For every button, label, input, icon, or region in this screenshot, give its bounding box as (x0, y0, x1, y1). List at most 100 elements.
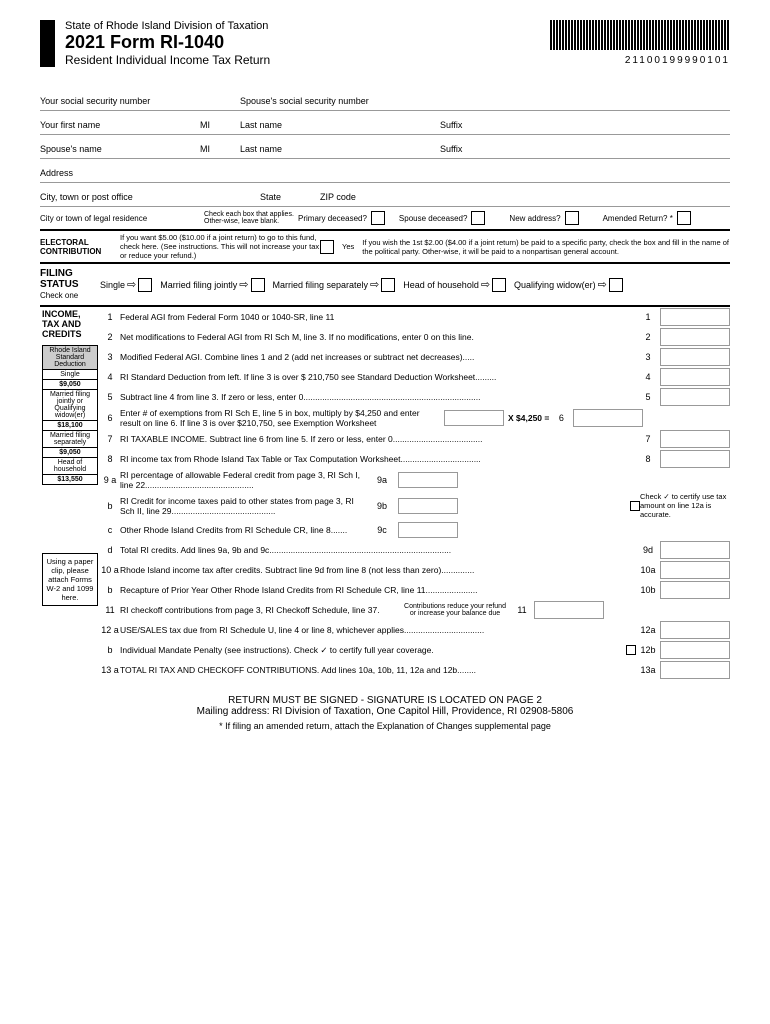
left-column: INCOME, TAX AND CREDITS Rhode Island Sta… (40, 307, 100, 680)
line-9c-input[interactable] (398, 522, 458, 538)
line-12a-input[interactable] (660, 621, 730, 639)
line-2-text: Net modifications to Federal AGI from RI… (120, 332, 636, 342)
line-2-input[interactable] (660, 328, 730, 346)
line-box-num-7: 7 (636, 434, 660, 444)
line-10a: 10 a Rhode Island income tax after credi… (100, 560, 730, 580)
mfj-label: Married filing jointly (160, 280, 237, 290)
line-3-text: Modified Federal AGI. Combine lines 1 an… (120, 352, 636, 362)
single-checkbox[interactable] (138, 278, 152, 292)
electoral-checkbox[interactable] (320, 240, 334, 254)
line-box-num-11: 11 (510, 605, 534, 615)
hoh-label: Head of household (403, 280, 479, 290)
fs-single: Single⇨ (100, 278, 152, 292)
line-10b: b Recapture of Prior Year Other Rhode Is… (100, 580, 730, 600)
line-box-num-9d: 9d (636, 545, 660, 555)
line-box-num-1: 1 (636, 312, 660, 322)
qw-checkbox[interactable] (609, 278, 623, 292)
amended-checkbox[interactable] (677, 211, 691, 225)
spouse-deceased-checkbox[interactable] (471, 211, 485, 225)
line-3: 3 Modified Federal AGI. Combine lines 1 … (100, 347, 730, 367)
spouse-name-label: Spouse's name (40, 144, 200, 156)
primary-deceased-checkbox[interactable] (371, 211, 385, 225)
line-num-9b: b (100, 501, 120, 511)
line-3-input[interactable] (660, 348, 730, 366)
line-box-num-10a: 10a (636, 565, 660, 575)
footer: RETURN MUST BE SIGNED - SIGNATURE IS LOC… (40, 695, 730, 731)
line-7-input[interactable] (660, 430, 730, 448)
line-12b-input[interactable] (660, 641, 730, 659)
deduction-header: Rhode Island Standard Deduction (43, 346, 97, 370)
city-label: City, town or post office (40, 192, 260, 204)
ded-hoh-amt: $13,550 (43, 475, 97, 484)
certify-checkbox[interactable] (630, 501, 640, 511)
form-subtitle: Resident Individual Income Tax Return (65, 53, 270, 67)
name-row: Your first name MI Last name Suffix (40, 111, 730, 135)
line-6-input[interactable] (573, 409, 643, 427)
line-9b: b RI Credit for income taxes paid to oth… (100, 491, 730, 520)
address-row: Address (40, 159, 730, 183)
line-1-input[interactable] (660, 308, 730, 326)
line-10a-input[interactable] (660, 561, 730, 579)
arrow-icon: ⇨ (370, 278, 379, 291)
electoral-text2: If you wish the 1st $2.00 ($4.00 if a jo… (362, 238, 730, 256)
line-6-exemptions-input[interactable] (444, 410, 504, 426)
footer-line1: RETURN MUST BE SIGNED - SIGNATURE IS LOC… (40, 695, 730, 706)
spouse-ssn-label: Spouse's social security number (240, 96, 369, 108)
arrow-icon: ⇨ (598, 278, 607, 291)
primary-deceased-label: Primary deceased? (298, 214, 367, 223)
new-address-checkbox[interactable] (565, 211, 579, 225)
line-num-2: 2 (100, 332, 120, 342)
line-10a-text: Rhode Island income tax after credits. S… (120, 565, 636, 575)
fs-hoh: Head of household⇨ (403, 278, 506, 292)
line-10b-text: Recapture of Prior Year Other Rhode Isla… (120, 585, 636, 595)
line-num-5: 5 (100, 392, 120, 402)
line-num-11: 11 (100, 605, 120, 615)
line-box-num-13a: 13a (636, 665, 660, 675)
line-box-num-2: 2 (636, 332, 660, 342)
line-1-text: Federal AGI from Federal Form 1040 or 10… (120, 312, 636, 322)
filing-status-row: FILING STATUS Check one Single⇨ Married … (40, 264, 730, 307)
spouse-name-row: Spouse's name MI Last name Suffix (40, 135, 730, 159)
amended-label: Amended Return? * (603, 214, 673, 223)
electoral-row: ELECTORAL CONTRIBUTION If you want $5.00… (40, 230, 730, 264)
line-num-9a: 9 a (100, 475, 120, 485)
line-num-10a: 10 a (100, 565, 120, 575)
line-13a-input[interactable] (660, 661, 730, 679)
line-9a-input[interactable] (398, 472, 458, 488)
fs-qw: Qualifying widow(er)⇨ (514, 278, 623, 292)
mfj-checkbox[interactable] (251, 278, 265, 292)
ded-hoh: Head of household (43, 458, 97, 475)
electoral-yes: Yes (342, 242, 354, 251)
line-8-input[interactable] (660, 450, 730, 468)
line-box-num-5: 5 (636, 392, 660, 402)
line-10b-input[interactable] (660, 581, 730, 599)
line-9d-input[interactable] (660, 541, 730, 559)
line-4-input[interactable] (660, 368, 730, 386)
line-num-7: 7 (100, 434, 120, 444)
fs-sublabel: Check one (40, 291, 78, 300)
line-13a: 13 a TOTAL RI TAX AND CHECKOFF CONTRIBUT… (100, 660, 730, 680)
line-12b: b Individual Mandate Penalty (see instru… (100, 640, 730, 660)
mi-label-2: MI (200, 144, 240, 156)
residence-row: City or town of legal residence Check ea… (40, 207, 730, 230)
suffix-label: Suffix (440, 120, 462, 132)
mandate-checkbox[interactable] (626, 645, 636, 655)
ded-single-amt: $9,050 (43, 380, 97, 390)
line-1: 1 Federal AGI from Federal Form 1040 or … (100, 307, 730, 327)
line-11: 11 RI checkoff contributions from page 3… (100, 600, 730, 620)
line-box-num-12b: 12b (636, 645, 660, 655)
city-row: City, town or post office State ZIP code (40, 183, 730, 207)
line-9b-input[interactable] (398, 498, 458, 514)
line-box-num-8: 8 (636, 454, 660, 464)
state-label: State (260, 192, 320, 204)
line-5-input[interactable] (660, 388, 730, 406)
paperclip-note: Using a paper clip, please attach Forms … (42, 553, 98, 606)
footer-line2: Mailing address: RI Division of Taxation… (40, 706, 730, 717)
hoh-checkbox[interactable] (492, 278, 506, 292)
mfs-checkbox[interactable] (381, 278, 395, 292)
line-num-12b: b (100, 645, 120, 655)
spouse-deceased-label: Spouse deceased? (399, 214, 468, 223)
fs-mfj: Married filing jointly⇨ (160, 278, 264, 292)
line-11-input[interactable] (534, 601, 604, 619)
line-box-num-12a: 12a (636, 625, 660, 635)
